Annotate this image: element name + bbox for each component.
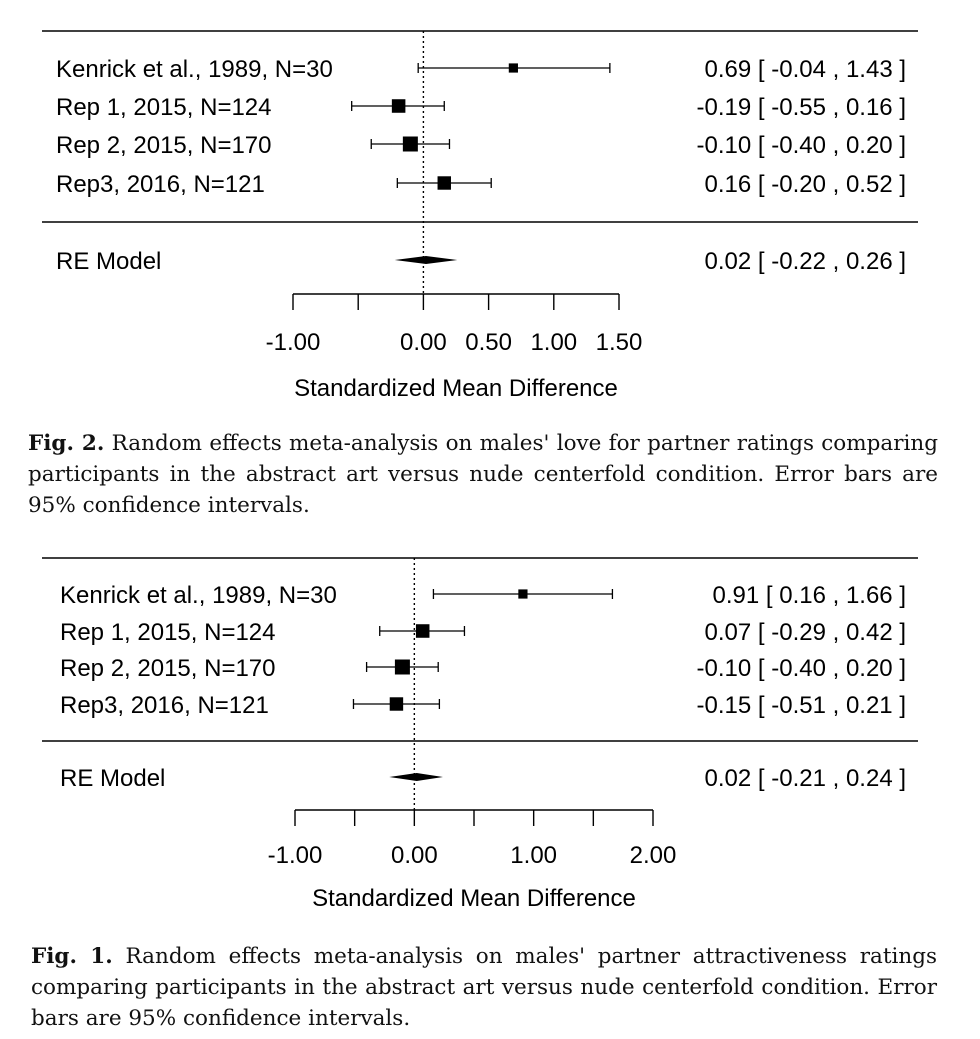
study-effect-text: -0.10 [ -0.40 , 0.20 ] [697,655,906,682]
x-tick-label: -1.00 [268,842,323,869]
x-axis-label: Standardized Mean Difference [312,885,636,912]
figure-caption-fig1: Fig. 1. Random effects meta-analysis on … [31,941,937,1034]
x-tick-label: -1.00 [266,329,321,356]
study-effect-text: 0.91 [ 0.16 , 1.66 ] [713,582,906,609]
x-tick-label: 0.00 [391,842,438,869]
study-point-estimate [415,624,430,638]
forest-plot-fig1-svg: Kenrick et al., 1989, N=30 0.91 [ 0.16 , … [42,557,918,912]
study-label: Rep 1, 2015, N=124 [60,619,276,646]
study-effect-text: 0.07 [ -0.29 , 0.42 ] [705,619,906,646]
caption-text: Random effects meta-analysis on males' p… [31,944,937,1031]
study-point-estimate [437,176,451,190]
study-point-estimate [508,63,518,73]
caption-label: Fig. 2. [28,431,105,456]
study-label: Rep 1, 2015, N=124 [56,94,272,121]
summary-label: RE Model [56,248,161,275]
summary-effect-text: 0.02 [ -0.22 , 0.26 ] [705,248,906,275]
study-effect-text: 0.69 [ -0.04 , 1.43 ] [705,56,906,83]
forest-plot-fig2: Kenrick et al., 1989, N=30 0.69 [ -0.04 ,… [0,0,980,418]
figure-caption-fig2: Fig. 2. Random effects meta-analysis on … [28,428,938,521]
x-tick-label: 1.00 [510,842,557,869]
study-label: Rep3, 2016, N=121 [56,171,265,198]
x-tick-label: 1.50 [596,329,643,356]
study-point-estimate [518,589,528,599]
study-point-estimate [391,99,406,113]
study-point-estimate [389,697,404,711]
x-axis-label: Standardized Mean Difference [294,375,618,402]
forest-plot-fig1: Kenrick et al., 1989, N=30 0.91 [ 0.16 , … [0,538,980,938]
summary-effect-text: 0.02 [ -0.21 , 0.24 ] [705,765,906,792]
study-point-estimate [402,136,418,152]
study-label: Rep3, 2016, N=121 [60,692,269,719]
study-label: Kenrick et al., 1989, N=30 [60,582,337,609]
study-point-estimate [394,659,410,675]
forest-plot-fig2-svg: Kenrick et al., 1989, N=30 0.69 [ -0.04 ,… [42,30,918,402]
x-tick-label: 1.00 [530,329,577,356]
study-effect-text: 0.16 [ -0.20 , 0.52 ] [705,171,906,198]
study-label: Rep 2, 2015, N=170 [56,132,272,159]
study-label: Kenrick et al., 1989, N=30 [56,56,333,83]
study-effect-text: -0.15 [ -0.51 , 0.21 ] [697,692,906,719]
summary-diamond [389,773,443,781]
x-tick-label: 0.50 [465,329,512,356]
study-effect-text: -0.10 [ -0.40 , 0.20 ] [697,132,906,159]
summary-label: RE Model [60,765,165,792]
caption-label: Fig. 1. [31,944,113,969]
x-tick-label: 2.00 [630,842,677,869]
caption-text: Random effects meta-analysis on males' l… [28,431,938,518]
study-effect-text: -0.19 [ -0.55 , 0.16 ] [697,94,906,121]
x-tick-label: 0.00 [400,329,447,356]
study-label: Rep 2, 2015, N=170 [60,655,276,682]
summary-diamond [394,256,458,264]
